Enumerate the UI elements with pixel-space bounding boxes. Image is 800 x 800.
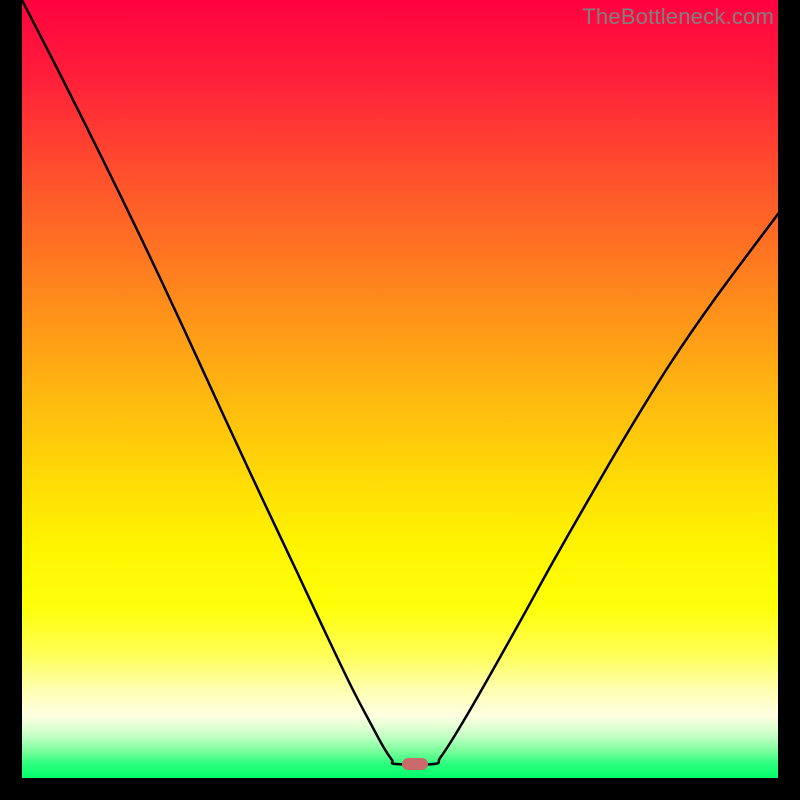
plot-area	[22, 0, 778, 778]
bottleneck-curve	[22, 0, 778, 765]
curve-layer	[22, 0, 778, 778]
watermark-text: TheBottleneck.com	[582, 4, 774, 30]
minimum-marker	[402, 758, 428, 770]
